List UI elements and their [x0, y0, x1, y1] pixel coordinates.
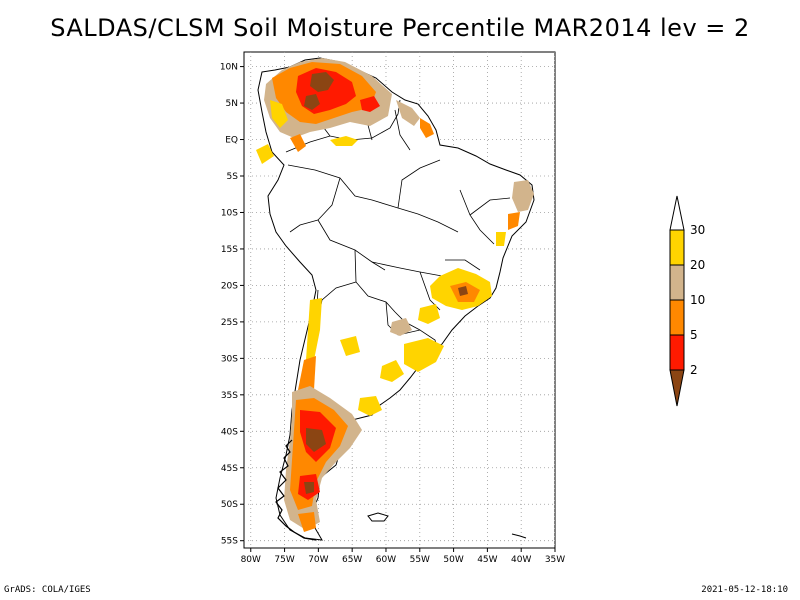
lat-tick-label: 30S: [221, 354, 238, 364]
lat-tick-label: 45S: [221, 464, 238, 474]
lon-tick-label: 60W: [376, 555, 396, 565]
lon-tick-label: 50W: [443, 555, 463, 565]
lat-tick-label: 10S: [221, 208, 238, 218]
lat-tick-label: 15S: [221, 245, 238, 255]
latitude-axis: 10N 5N EQ 5S 10S 15S 20S 25S 30S 35S 40S 45S 50S 55S: [220, 63, 244, 547]
lat-tick-label: 5S: [227, 172, 239, 182]
colorbar-band-2-5: [669, 334, 685, 371]
colorbar-label-10: 10: [690, 293, 705, 307]
lon-tick-label: 80W: [241, 555, 261, 565]
colorbar-top-arrow: [669, 195, 685, 231]
lat-tick-label: 25S: [221, 318, 238, 328]
chile-fjord-coast: [275, 439, 317, 541]
colorbar-label-30: 30: [690, 223, 705, 237]
lon-tick-label: 40W: [511, 555, 531, 565]
lon-tick-label: 70W: [308, 555, 328, 565]
lat-tick-label: 55S: [221, 537, 238, 547]
lon-tick-label: 75W: [274, 555, 294, 565]
colorbar-label-20: 20: [690, 258, 705, 272]
lat-tick-label: EQ: [225, 136, 238, 146]
trindade-islets: [511, 533, 527, 539]
lat-tick-label: 50S: [221, 500, 238, 510]
lat-tick-label: 10N: [220, 63, 238, 73]
colorbar: 30 20 10 5 2: [669, 195, 705, 407]
render-timestamp: 2021-05-12-18:10: [701, 585, 788, 595]
colorbar-label-2: 2: [690, 363, 698, 377]
colorbar-bottom-arrow: [669, 369, 685, 407]
lon-tick-label: 35W: [545, 555, 565, 565]
falkland-islands: [367, 512, 389, 522]
lat-tick-label: 35S: [221, 391, 238, 401]
lat-tick-label: 20S: [221, 281, 238, 291]
longitude-axis: 80W 75W 70W 65W 60W 55W 50W 45W 40W 35W: [241, 548, 565, 565]
soil-moisture-patches: [256, 58, 534, 532]
lat-tick-label: 5N: [226, 99, 238, 109]
grads-credit: GrADS: COLA/IGES: [4, 585, 91, 595]
colorbar-band-5-10: [669, 299, 685, 336]
colorbar-label-5: 5: [690, 328, 698, 342]
lon-tick-label: 65W: [342, 555, 362, 565]
lon-tick-label: 55W: [410, 555, 430, 565]
colorbar-band-10-20: [669, 264, 685, 301]
lon-tick-label: 45W: [477, 555, 497, 565]
map-title: SALDAS/CLSM Soil Moisture Percentile MAR…: [50, 14, 750, 42]
colorbar-band-20-30: [669, 229, 685, 266]
lat-tick-label: 40S: [221, 427, 238, 437]
